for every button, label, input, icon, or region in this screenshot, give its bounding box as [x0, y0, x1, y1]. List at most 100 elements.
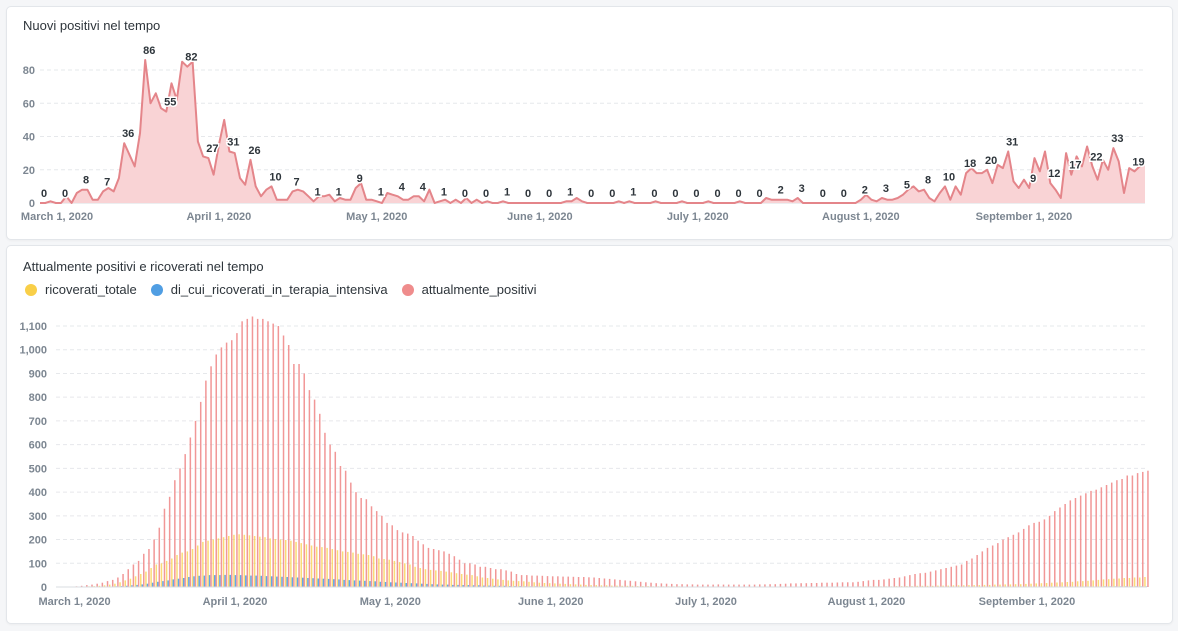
bar-ricoverati_totale[interactable]: [274, 539, 277, 587]
bar-attualmente_positivi[interactable]: [1110, 482, 1113, 587]
bar-attualmente_positivi[interactable]: [1069, 500, 1072, 587]
bar-attualmente_positivi[interactable]: [727, 584, 730, 587]
data-point[interactable]: [204, 154, 212, 162]
bar-attualmente_positivi[interactable]: [153, 539, 155, 588]
bar-attualmente_positivi[interactable]: [505, 570, 507, 587]
bar-ricoverati_totale[interactable]: [259, 536, 261, 587]
bar-terapia_intensiva[interactable]: [265, 576, 268, 587]
bar-terapia_intensiva[interactable]: [193, 576, 195, 587]
bar-attualmente_positivi[interactable]: [531, 575, 533, 587]
bar-attualmente_positivi[interactable]: [1054, 511, 1056, 587]
bar-ricoverati_totale[interactable]: [357, 553, 359, 587]
data-point[interactable]: [236, 174, 244, 182]
bar-attualmente_positivi[interactable]: [199, 401, 202, 587]
bar-attualmente_positivi[interactable]: [287, 345, 290, 587]
data-point[interactable]: [1020, 176, 1028, 184]
bar-ricoverati_totale[interactable]: [994, 584, 996, 587]
bar-ricoverati_totale[interactable]: [1087, 580, 1089, 587]
bar-attualmente_positivi[interactable]: [463, 563, 466, 587]
bar-attualmente_positivi[interactable]: [101, 582, 104, 587]
data-point[interactable]: [1041, 147, 1049, 155]
data-point[interactable]: [120, 139, 128, 147]
bar-ricoverati_totale[interactable]: [347, 551, 349, 587]
bar-ricoverati_totale[interactable]: [937, 585, 939, 587]
bar-attualmente_positivi[interactable]: [267, 321, 269, 587]
bar-ricoverati_totale[interactable]: [1061, 582, 1063, 587]
bar-attualmente_positivi[interactable]: [738, 584, 740, 587]
bar-attualmente_positivi[interactable]: [422, 544, 425, 587]
bar-attualmente_positivi[interactable]: [122, 574, 124, 587]
bar-ricoverati_totale[interactable]: [1097, 579, 1100, 587]
bar-attualmente_positivi[interactable]: [919, 573, 921, 587]
bar-ricoverati_totale[interactable]: [367, 555, 370, 587]
bar-ricoverati_totale[interactable]: [1066, 582, 1069, 587]
bar-terapia_intensiva[interactable]: [415, 583, 418, 587]
bar-terapia_intensiva[interactable]: [301, 577, 304, 587]
bar-attualmente_positivi[interactable]: [417, 540, 419, 587]
bar-terapia_intensiva[interactable]: [343, 579, 345, 587]
bar-attualmente_positivi[interactable]: [91, 584, 93, 587]
bar-attualmente_positivi[interactable]: [350, 482, 352, 587]
bar-terapia_intensiva[interactable]: [477, 585, 480, 587]
bar-attualmente_positivi[interactable]: [515, 574, 518, 587]
bar-attualmente_positivi[interactable]: [831, 582, 833, 587]
bar-attualmente_positivi[interactable]: [282, 335, 285, 588]
bar-attualmente_positivi[interactable]: [489, 568, 492, 587]
bar-ricoverati_totale[interactable]: [1045, 583, 1048, 587]
bar-attualmente_positivi[interactable]: [810, 583, 813, 587]
bar-attualmente_positivi[interactable]: [495, 569, 497, 587]
bar-terapia_intensiva[interactable]: [234, 575, 237, 587]
bar-ricoverati_totale[interactable]: [140, 574, 142, 587]
bar-terapia_intensiva[interactable]: [322, 578, 325, 587]
bar-attualmente_positivi[interactable]: [375, 511, 378, 587]
bar-attualmente_positivi[interactable]: [846, 582, 849, 587]
data-point[interactable]: [346, 196, 354, 204]
bar-terapia_intensiva[interactable]: [131, 585, 133, 587]
bar-attualmente_positivi[interactable]: [645, 582, 647, 587]
data-point[interactable]: [1099, 156, 1107, 164]
bar-attualmente_positivi[interactable]: [872, 579, 875, 587]
bar-terapia_intensiva[interactable]: [188, 577, 190, 587]
bar-ricoverati_totale[interactable]: [279, 539, 282, 588]
bar-ricoverati_totale[interactable]: [98, 585, 101, 587]
bar-ricoverati_totale[interactable]: [1040, 583, 1043, 587]
data-point[interactable]: [920, 186, 928, 194]
data-point[interactable]: [1120, 189, 1128, 197]
bar-ricoverati_totale[interactable]: [1123, 578, 1126, 587]
bar-ricoverati_totale[interactable]: [414, 566, 416, 587]
bar-attualmente_positivi[interactable]: [852, 582, 854, 587]
bar-ricoverati_totale[interactable]: [605, 585, 608, 587]
bar-attualmente_positivi[interactable]: [722, 584, 725, 587]
bar-attualmente_positivi[interactable]: [1048, 515, 1051, 587]
bar-terapia_intensiva[interactable]: [446, 584, 449, 587]
bar-terapia_intensiva[interactable]: [441, 584, 444, 587]
data-point[interactable]: [983, 166, 991, 174]
data-point[interactable]: [1088, 162, 1096, 170]
bar-attualmente_positivi[interactable]: [303, 373, 305, 588]
bar-attualmente_positivi[interactable]: [924, 572, 927, 587]
bar-ricoverati_totale[interactable]: [1133, 577, 1136, 588]
bar-terapia_intensiva[interactable]: [182, 578, 185, 587]
bar-ricoverati_totale[interactable]: [202, 541, 204, 587]
bar-attualmente_positivi[interactable]: [903, 576, 906, 587]
bar-attualmente_positivi[interactable]: [1116, 480, 1118, 587]
data-point[interactable]: [162, 108, 170, 116]
bar-attualmente_positivi[interactable]: [412, 536, 414, 587]
bar-terapia_intensiva[interactable]: [167, 580, 169, 587]
bar-attualmente_positivi[interactable]: [1121, 479, 1123, 587]
bar-attualmente_positivi[interactable]: [914, 574, 916, 587]
data-point[interactable]: [1141, 157, 1149, 165]
bar-ricoverati_totale[interactable]: [559, 583, 561, 587]
bar-ricoverati_totale[interactable]: [341, 551, 344, 587]
bar-attualmente_positivi[interactable]: [319, 413, 321, 587]
bar-ricoverati_totale[interactable]: [1082, 581, 1084, 587]
bar-ricoverati_totale[interactable]: [1102, 579, 1105, 587]
bar-ricoverati_totale[interactable]: [1014, 584, 1017, 587]
bar-attualmente_positivi[interactable]: [143, 553, 145, 587]
bar-ricoverati_totale[interactable]: [968, 585, 970, 587]
bar-attualmente_positivi[interactable]: [308, 390, 311, 587]
bar-ricoverati_totale[interactable]: [284, 540, 287, 587]
data-point[interactable]: [62, 192, 70, 200]
bar-attualmente_positivi[interactable]: [593, 577, 595, 588]
bar-ricoverati_totale[interactable]: [331, 549, 334, 587]
